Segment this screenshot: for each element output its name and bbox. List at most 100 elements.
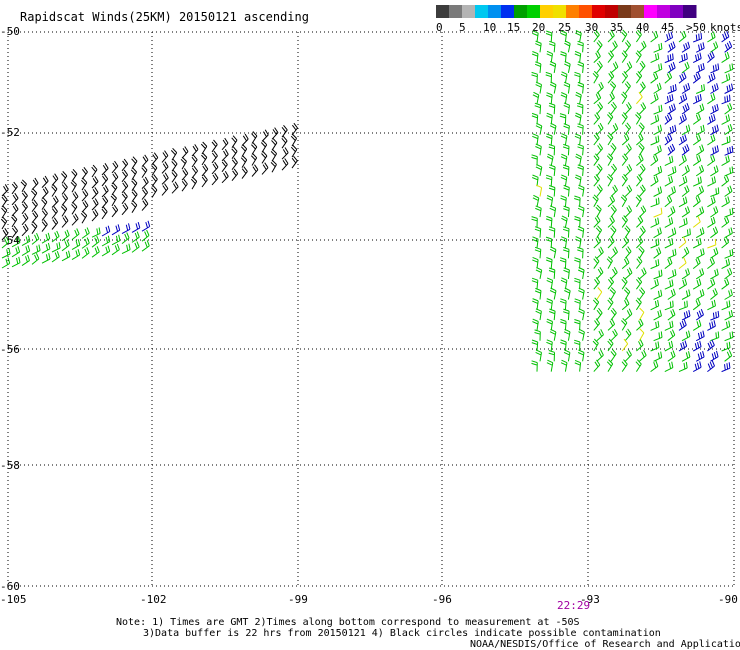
wind-barb: [121, 180, 129, 194]
wind-barb: [710, 268, 719, 280]
wind-barb: [0, 216, 8, 230]
lon-label: -105: [0, 593, 27, 606]
wind-barb: [692, 72, 701, 84]
wind-barb: [692, 237, 702, 249]
wind-barb: [610, 123, 619, 136]
wind-barb: [546, 277, 554, 290]
wind-barb: [695, 164, 705, 177]
wind-barb: [681, 289, 691, 300]
wind-barb: [638, 122, 645, 135]
wind-barb: [91, 246, 100, 258]
wind-barb: [621, 173, 628, 187]
wind-barb: [91, 187, 99, 200]
wind-barb: [650, 299, 660, 311]
wind-barb: [577, 81, 584, 94]
wind-barb: [51, 251, 60, 263]
wind-barb: [535, 122, 543, 135]
wind-barb: [21, 201, 28, 215]
wind-barb: [575, 30, 582, 43]
wind-barb: [577, 205, 585, 218]
wind-barb: [710, 145, 719, 156]
lat-label: -50: [0, 25, 20, 38]
wind-barb: [621, 298, 630, 311]
wind-barb: [695, 350, 705, 362]
wind-barb: [578, 328, 585, 341]
wind-barb: [596, 307, 603, 321]
wind-barb: [110, 193, 117, 207]
wind-barb: [161, 150, 169, 163]
wind-barb: [593, 318, 601, 331]
legend-tick-label: 15: [507, 21, 520, 34]
legend-swatch: [540, 5, 554, 18]
wind-barb: [593, 359, 601, 372]
wind-barb: [650, 197, 660, 208]
wind-barb: [724, 309, 734, 321]
lat-label: -60: [0, 580, 20, 593]
wind-barb: [201, 163, 209, 177]
wind-barb: [678, 154, 687, 167]
wind-barb: [664, 279, 674, 290]
wind-barb: [534, 226, 542, 238]
pass-time-label: 22:29: [557, 599, 590, 612]
wind-barb: [664, 94, 674, 105]
wind-barb: [710, 310, 720, 321]
wind-barb: [546, 318, 553, 331]
wind-barb: [678, 278, 688, 290]
wind-barb: [636, 339, 644, 352]
wind-barb: [21, 244, 31, 257]
wind-barb: [141, 198, 149, 211]
wind-barb: [546, 359, 554, 372]
wind-barb: [281, 147, 289, 160]
wind-barb: [707, 278, 716, 290]
wind-barb: [21, 190, 28, 204]
wind-barb: [81, 200, 89, 213]
wind-barb: [241, 166, 248, 179]
wind-barb: [692, 216, 701, 228]
wind-barb: [650, 360, 659, 373]
wind-barb: [91, 176, 99, 189]
wind-barb: [532, 236, 539, 249]
wind-barb: [535, 81, 542, 94]
wind-barb: [724, 185, 733, 197]
legend-swatch: [488, 5, 502, 18]
wind-barb: [532, 318, 539, 331]
wind-barb: [80, 210, 88, 224]
wind-barb: [577, 164, 584, 176]
wind-barb: [141, 229, 150, 242]
wind-barb: [621, 112, 628, 125]
wind-barb: [131, 178, 138, 191]
wind-barb: [653, 124, 663, 136]
wind-barb: [610, 328, 618, 342]
lon-label: -90: [718, 593, 738, 606]
wind-barb: [607, 195, 616, 208]
wind-barb: [650, 52, 660, 64]
wind-barb: [531, 339, 539, 352]
wind-barb: [534, 61, 542, 73]
wind-barb: [624, 246, 632, 259]
lat-label: -58: [0, 459, 20, 472]
legend-tick-label: 10: [483, 21, 496, 34]
wind-barb: [681, 310, 691, 321]
wind-barb: [710, 103, 719, 115]
wind-barb: [653, 42, 663, 53]
wind-barb: [707, 72, 716, 84]
wind-barb: [191, 154, 198, 168]
wind-barb: [151, 185, 158, 198]
wind-barb: [131, 200, 138, 213]
wind-barb: [574, 50, 582, 63]
wind-barb: [607, 132, 614, 146]
wind-barb: [261, 162, 269, 175]
legend-swatch: [618, 5, 632, 18]
wind-barb: [721, 73, 731, 84]
wind-barb: [563, 184, 570, 197]
wind-barb: [721, 174, 730, 187]
wind-barb: [695, 144, 705, 156]
wind-barb: [211, 150, 218, 164]
wind-barb: [621, 133, 630, 146]
wind-barb: [549, 205, 557, 218]
wind-barb: [574, 195, 581, 207]
wind-barb: [101, 173, 109, 187]
legend-swatch: [436, 5, 450, 18]
wind-barb: [624, 328, 632, 342]
wind-barb: [531, 154, 538, 166]
